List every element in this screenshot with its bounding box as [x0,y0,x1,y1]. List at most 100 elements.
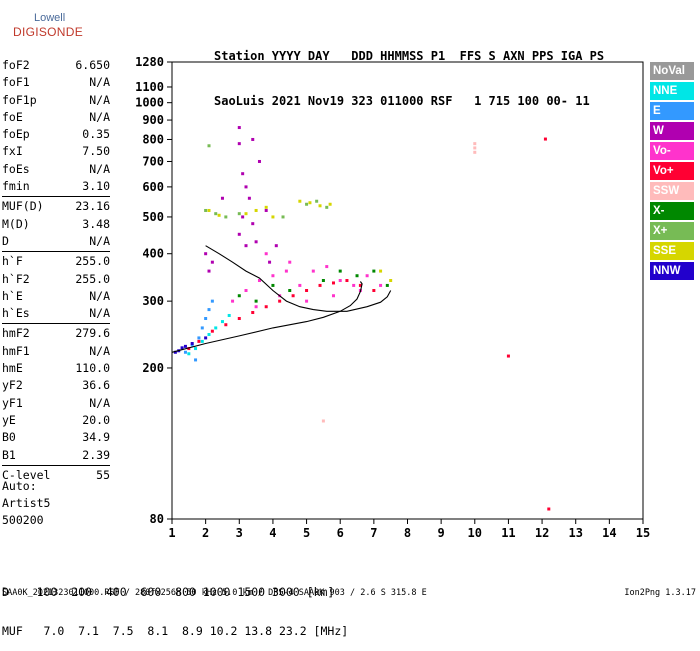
data-point-vo- [251,311,255,315]
param-label: h`F2 [2,271,30,286]
data-point-vo- [547,507,551,511]
param-value: N/A [89,233,110,248]
param-row: foE N/A [2,109,110,126]
param-label: foEp [2,127,30,142]
param-value: 7.50 [82,144,110,159]
param-row: h`Es N/A [2,305,110,322]
muf-row: MUF 7.0 7.1 7.5 8.1 8.9 10.2 13.8 23.2 [… [2,624,349,638]
data-point-vo- [284,269,288,273]
data-point-x- [254,299,258,303]
param-label: foF1 [2,75,30,90]
data-point-x- [325,205,329,209]
data-point-w [220,196,224,200]
x-tick-label: 9 [438,526,445,540]
data-point-nnw [183,344,187,348]
x-tick-label: 6 [337,526,344,540]
data-point-w [268,260,272,264]
param-row: M(D) 3.48 [2,216,110,233]
data-point-sse [328,202,332,206]
data-point-sse [389,279,393,283]
param-row: B0 34.9 [2,429,110,446]
param-row: fxI 7.50 [2,143,110,160]
header-labels: Station YYYY DAY DDD HHMMSS P1 FFS S AXN… [214,49,605,63]
data-point-vo- [254,305,258,309]
param-label: foE [2,109,23,124]
data-point-vo- [187,347,191,351]
param-row: foEs N/A [2,161,110,178]
data-point-w [274,244,278,248]
param-row: foEp 0.35 [2,126,110,143]
param-value: N/A [89,395,110,410]
x-tick-label: 2 [202,526,209,540]
y-tick-label: 300 [142,294,164,308]
param-row: h`E N/A [2,288,110,305]
data-point-ssw [321,419,325,423]
x-tick-label: 3 [236,526,243,540]
data-point-sse [264,205,268,209]
data-point-w [204,252,208,256]
param-value: 255.0 [75,254,110,269]
y-tick-label: 800 [142,132,164,146]
data-point-e [183,350,187,354]
param-row: MUF(D) 23.16 [2,198,110,215]
param-label: fmin [2,179,30,194]
data-point-x- [237,212,241,216]
x-tick-label: 14 [602,526,616,540]
legend-item-vo-: Vo- [650,142,694,161]
data-point-nnw [204,336,208,340]
x-tick-label: 1 [168,526,175,540]
data-point-x- [315,199,319,203]
data-point-vo- [197,339,201,343]
data-point-x- [271,283,275,287]
data-point-x- [204,208,208,212]
data-point-e [194,358,198,362]
data-point-nne [220,320,224,324]
param-label: h`E [2,288,23,303]
data-point-vo- [506,354,510,358]
data-point-nnw [173,350,177,354]
parameter-panel: foF2 6.650 foF1 N/A foF1p N/A foE N/A foEp 0.35 fx… [2,57,110,484]
data-point-w [244,185,248,189]
param-label: B1 [2,447,16,462]
logo-text-digisonde: DIGISONDE [13,25,84,39]
param-row: foF2 6.650 [2,57,110,74]
y-tick-label: 900 [142,113,164,127]
data-point-x- [385,283,389,287]
data-point-e [204,317,208,321]
y-tick-label: 1000 [135,96,164,110]
param-label: C-level [2,467,51,482]
auto-code: 500200 [2,513,44,527]
data-point-sse [308,201,312,205]
legend-item-x-: X- [650,202,694,221]
param-value: 2.39 [82,447,110,462]
param-row: hmE 110.0 [2,360,110,377]
data-point-x- [207,144,211,148]
param-label: foEs [2,161,30,176]
data-point-e [200,326,204,330]
data-point-w [257,159,261,163]
auto-scaling-info: Auto: Artist5 500200 [2,478,50,529]
x-tick-label: 5 [303,526,310,540]
data-point-vo- [237,317,241,321]
data-point-w [237,142,241,146]
param-value: 0.35 [82,127,110,142]
param-value: 255.0 [75,271,110,286]
data-point-w [207,269,211,273]
ionogram-plot: 1 2 3 4 5 6 7 8 9 10 11 12 13 14 158020030040050060070… [135,55,650,540]
data-point-nne [187,352,191,356]
header-values: SaoLuis 2021 Nov19 323 011000 RSF 1 715 … [214,94,590,108]
param-value: N/A [89,92,110,107]
digisonde-logo: Lowell DIGISONDE [6,8,83,42]
data-point-sse [318,204,322,208]
logo-text-lowell: Lowell [34,12,66,24]
x-tick-label: 7 [370,526,377,540]
data-point-x- [288,289,292,292]
param-value: N/A [89,306,110,321]
plot-frame [171,61,644,520]
param-separator [2,323,110,325]
param-value: 36.6 [82,378,110,393]
param-value: 20.0 [82,412,110,427]
y-tick-label: 200 [142,361,164,375]
legend-item-ssw: SSW [650,182,694,201]
param-label: MUF(D) [2,199,44,214]
